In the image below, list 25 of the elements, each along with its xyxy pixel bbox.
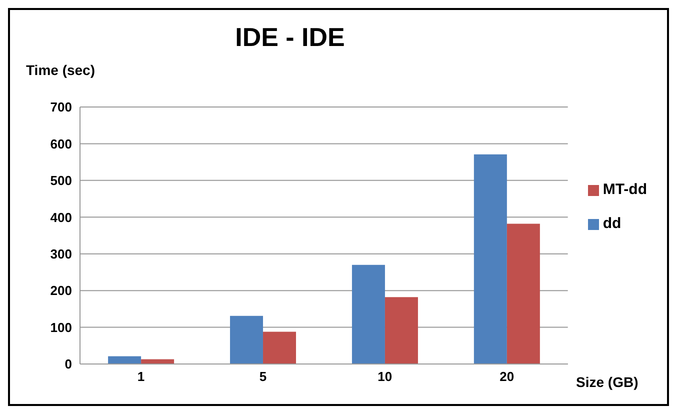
legend-label: dd (602, 215, 622, 232)
y-tick-label: 700 (50, 100, 72, 115)
x-tick-label: 1 (137, 369, 145, 384)
x-tick-label: 20 (500, 369, 514, 384)
bar (352, 264, 385, 364)
chart-title: IDE - IDE (234, 22, 346, 53)
bar (108, 356, 142, 364)
x-axis-title: Size (GB) (576, 374, 638, 390)
bar (506, 224, 540, 364)
y-tick-label: 200 (50, 283, 72, 298)
y-tick-label: 0 (64, 356, 72, 372)
bar (474, 154, 507, 364)
bar (230, 316, 264, 364)
x-tick-label: 10 (378, 369, 392, 384)
x-tick-label: 5 (259, 369, 267, 384)
bar (384, 297, 418, 364)
y-tick-label: 600 (50, 136, 72, 152)
legend-label: MT-dd (602, 181, 647, 198)
y-tick-label: 500 (50, 173, 72, 188)
bar (263, 332, 296, 364)
y-axis-title: Time (sec) (26, 62, 95, 78)
y-tick-label: 300 (50, 246, 72, 262)
y-tick-label: 100 (50, 320, 72, 335)
bar (141, 359, 174, 364)
y-tick-label: 400 (50, 210, 72, 225)
